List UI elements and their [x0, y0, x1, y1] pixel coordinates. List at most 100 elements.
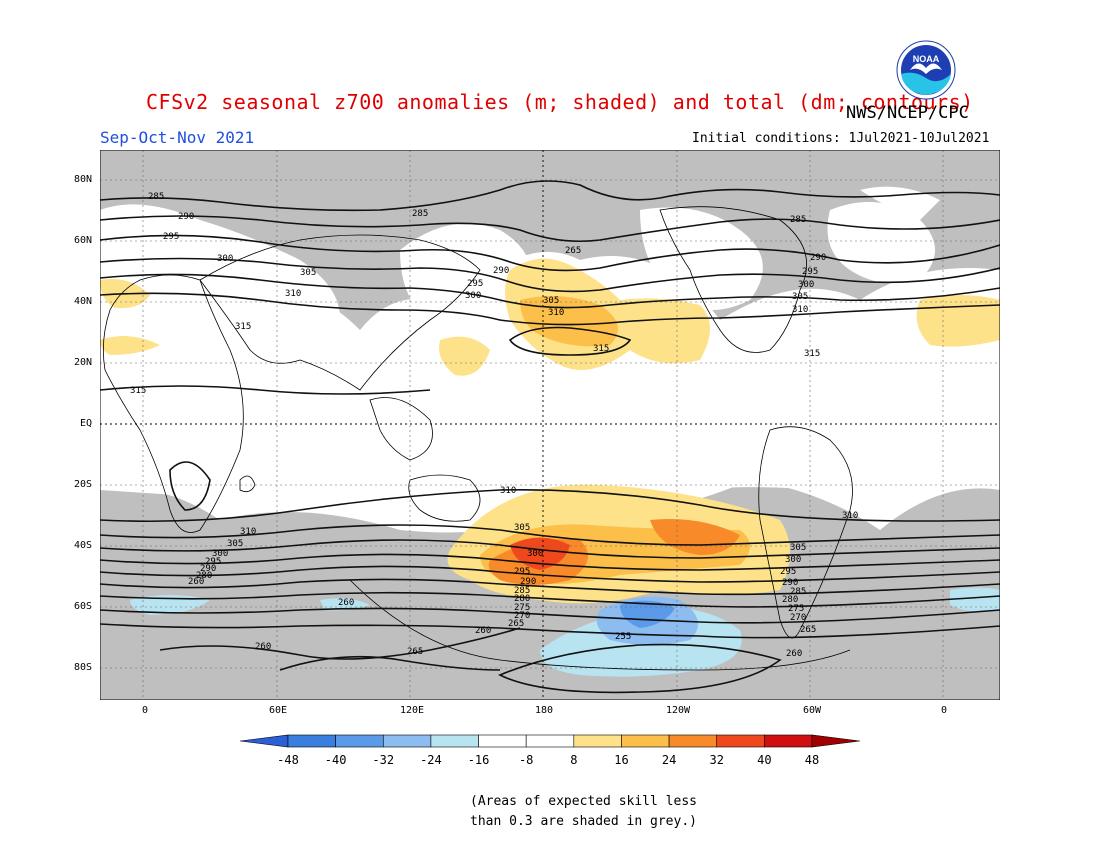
colorbar-tick-label: -40 — [324, 753, 347, 767]
colorbar-bin — [621, 734, 670, 748]
contour-label: 260 — [188, 577, 204, 587]
contour-label: 300 — [212, 549, 228, 559]
colorbar-tick-label: -16 — [467, 753, 490, 767]
contour-label: 275 — [788, 604, 804, 614]
contour-label: 295 — [467, 279, 483, 289]
contour-label: 315 — [235, 322, 251, 332]
contour-label: 310 — [240, 527, 256, 537]
colorbar-tick-label: -48 — [277, 753, 299, 767]
contour-label: 310 — [285, 289, 301, 299]
contour-label: 290 — [200, 564, 216, 574]
colorbar-tick-label: 16 — [614, 753, 629, 767]
contour-label: 300 — [798, 280, 814, 290]
contour-label: 315 — [130, 386, 146, 396]
colorbar-bin — [525, 734, 575, 748]
lat-label-40n: 40N — [73, 296, 92, 307]
map-title: CFSv2 seasonal z700 anomalies (m; shaded… — [146, 90, 974, 114]
contour-label: 300 — [217, 254, 233, 264]
svg-text:NOAA: NOAA — [913, 54, 940, 64]
colorbar-bin — [287, 734, 336, 748]
agency-label: NWS/NCEP/CPC — [846, 103, 969, 123]
contour-label: 255 — [615, 632, 631, 642]
contour-label: 290 — [520, 577, 536, 587]
colorbar-bin — [478, 734, 527, 748]
lon-label-0: 0 — [141, 705, 149, 716]
contour-label: 290 — [782, 578, 798, 588]
contour-label: 310 — [842, 511, 858, 521]
lon-label-60e: 60E — [268, 705, 288, 716]
contour-label: 265 — [407, 647, 423, 657]
lat-label-80s: 80S — [73, 662, 92, 673]
colorbar-bin — [382, 734, 432, 748]
colorbar-arrow-high — [811, 734, 861, 748]
colorbar-tick-label: 24 — [661, 753, 677, 767]
contour-label: 305 — [792, 292, 808, 302]
colorbar-bin — [668, 734, 718, 748]
colorbar-bin — [573, 734, 622, 748]
initial-conditions-label: Initial conditions: 1Jul2021-10Jul2021 — [692, 131, 990, 146]
contour-label: 275 — [514, 603, 530, 613]
contour-label: 305 — [543, 296, 559, 306]
contour-label: 295 — [514, 567, 530, 577]
contour-label: 295 — [163, 232, 179, 242]
anomaly-map: 285 290 295 300 305 310 315 315 285 290 … — [100, 150, 1000, 700]
contour-label: 260 — [255, 642, 271, 652]
colorbar-tick-label: 8 — [570, 753, 578, 767]
colorbar-bin — [430, 734, 479, 748]
colorbar-tick-label: 48 — [804, 753, 820, 767]
lon-label-120w: 120W — [665, 705, 691, 716]
colorbar-bin — [716, 734, 765, 748]
noaa-logo: NOAA — [896, 40, 956, 100]
contour-label: 300 — [785, 555, 801, 565]
contour-label: 310 — [500, 486, 516, 496]
contour-label: 295 — [205, 557, 221, 567]
contour-label: 280 — [196, 571, 212, 581]
contour-label: 280 — [514, 594, 530, 604]
colorbar-bin — [335, 734, 384, 748]
contour-label: 290 — [178, 212, 194, 222]
contour-label: 315 — [804, 349, 820, 359]
contour-label: 270 — [790, 613, 806, 623]
contour-label: 265 — [565, 246, 581, 256]
contour-label: 285 — [514, 586, 530, 596]
contour-label: 270 — [514, 611, 530, 621]
lat-label-eq: EQ — [79, 418, 92, 429]
lat-label-40s: 40S — [73, 540, 92, 551]
contour-label: 300 — [527, 549, 543, 559]
contour-label: 290 — [493, 266, 509, 276]
lon-label-120e: 120E — [399, 705, 425, 716]
contour-label: 285 — [790, 587, 806, 597]
contour-label-group: 285 290 295 300 305 310 315 315 285 290 … — [130, 192, 858, 659]
contour-label: 285 — [148, 192, 164, 202]
season-label: Sep-Oct-Nov 2021 — [100, 128, 255, 147]
contour-label: 290 — [810, 253, 826, 263]
contour-label: 305 — [227, 539, 243, 549]
contour-label: 265 — [508, 619, 524, 629]
lat-label-20s: 20S — [73, 479, 92, 490]
lat-label-60s: 60S — [73, 601, 92, 612]
contour-label: 280 — [782, 595, 798, 605]
contour-label: 310 — [792, 305, 808, 315]
colorbar-bin — [764, 734, 813, 748]
colorbar-tick-label: -8 — [518, 753, 534, 767]
contour-label: 310 — [548, 308, 564, 318]
lon-label-60w: 60W — [802, 705, 822, 716]
contour-label: 305 — [300, 268, 316, 278]
contour-label: 260 — [338, 598, 354, 608]
lat-label-60n: 60N — [73, 235, 92, 246]
contour-label: 285 — [412, 209, 428, 219]
colorbar-tick-label: -24 — [420, 753, 442, 767]
colorbar-tick-label: -32 — [372, 753, 395, 767]
colorbar-tick-label: 32 — [709, 753, 724, 767]
colorbar-arrow-low — [239, 734, 289, 748]
contour-label: 285 — [790, 215, 806, 225]
contour-label: 260 — [786, 649, 802, 659]
contour-label: 295 — [802, 267, 818, 277]
contour-label: 295 — [780, 567, 796, 577]
contour-label: 260 — [475, 626, 491, 636]
contour-label: 265 — [800, 625, 816, 635]
contour-label: 315 — [593, 344, 609, 354]
colorbar — [239, 733, 861, 773]
contour-label: 305 — [790, 543, 806, 553]
contour-label: 300 — [465, 291, 481, 301]
